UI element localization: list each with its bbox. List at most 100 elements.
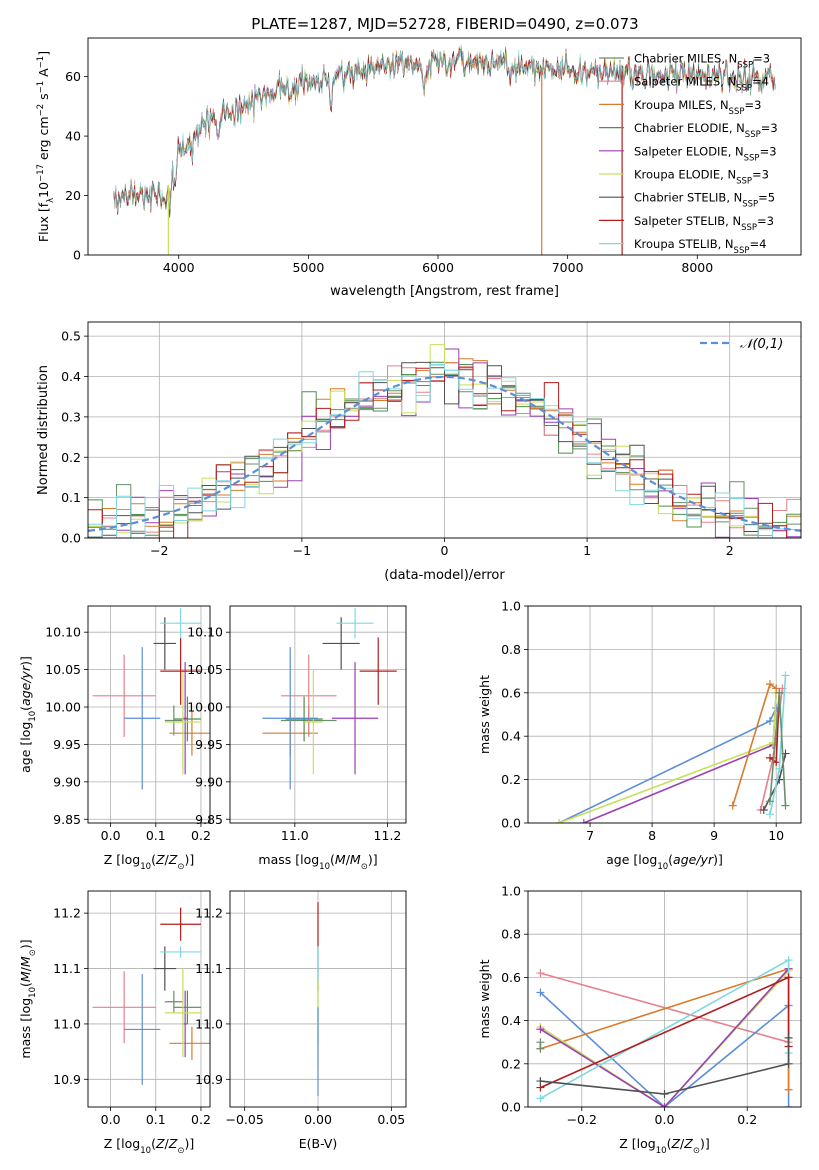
legend-nssp: =4 <box>752 75 769 89</box>
legend-entry: Salpeter ELODIE, NSSP=3 <box>634 144 777 163</box>
axes-frame <box>229 605 407 824</box>
weight-marker <box>579 819 588 823</box>
weight-marker <box>784 1033 793 1042</box>
y-tick-label: 10.05 <box>187 662 223 677</box>
weight-marker <box>784 956 793 965</box>
x-axis-label: Z [log10(Z/Z⊙)] <box>104 1136 194 1156</box>
weight-marker <box>765 680 774 689</box>
label-part: M <box>18 971 33 982</box>
label-part: ( <box>18 706 33 711</box>
xlabel-part: Z [log <box>104 1136 140 1151</box>
legend-name: Chabrier MILES, N <box>634 52 737 66</box>
xlabel-sub: 10 <box>140 1146 151 1156</box>
weight-marker <box>728 801 737 810</box>
legend-name: Kroupa ELODIE, N <box>634 168 736 182</box>
y-tick-label: 9.95 <box>195 737 223 752</box>
y-tick-label: 0.5 <box>61 329 81 344</box>
histogram-step-model-7 <box>88 367 801 538</box>
label-part: / <box>346 852 351 867</box>
weight-marker <box>536 1094 545 1103</box>
label-part: ( <box>18 982 33 987</box>
x-axis-label: mass [log10(M/M⊙)] <box>258 852 377 872</box>
weight-marker <box>765 810 774 819</box>
x-axis-label: (data-model)/error <box>384 568 505 583</box>
axes-frame <box>87 890 211 1108</box>
y-tick-label: 10.00 <box>187 700 223 715</box>
figure-title: PLATE=1287, MJD=52728, FIBERID=0490, z=0… <box>251 15 638 33</box>
legend-nssp: =3 <box>760 144 777 158</box>
plot-area <box>536 956 793 1107</box>
y-tick-label: 0.4 <box>501 1013 521 1028</box>
label-sub: ⊙ <box>28 949 38 956</box>
x-axis-label: E(B-V) <box>299 1136 338 1151</box>
label-sub: 10 <box>657 862 668 872</box>
y-tick-label: 0.6 <box>501 685 521 700</box>
weight-marker <box>781 671 790 680</box>
normal-distribution-curve <box>88 375 801 532</box>
axes-frame <box>527 890 802 1108</box>
histogram-step-model-5 <box>88 344 801 538</box>
y-tick-label: 0.2 <box>61 450 81 465</box>
weight-marker <box>536 1044 545 1053</box>
weight-line-series-0 <box>558 707 777 823</box>
xlabel-part: Z <box>168 852 178 867</box>
weight-vs-metallicity-panel: −0.2 0.0 0.20.00.20.40.60.81.0Z [log10(Z/Z… <box>477 884 802 1156</box>
x-tick-label: 0.1 <box>146 1112 166 1127</box>
legend-sub: SSP <box>737 61 753 71</box>
legend-entry: 𝒩(0,1) <box>740 337 783 352</box>
ylabel-sup: −2 <box>36 104 46 117</box>
xlabel-part: Z [log <box>104 852 140 867</box>
label-part: age [log <box>18 722 33 773</box>
label-part: )] <box>713 852 723 867</box>
x-tick-label: 5000 <box>292 260 324 275</box>
label-sub: 10 <box>28 987 38 998</box>
plot-area <box>555 671 790 823</box>
label-part: mass [log <box>258 852 319 867</box>
histogram-step-model-8 <box>88 364 801 538</box>
legend-name: Chabrier ELODIE, N <box>634 121 745 135</box>
label-part: age/yr <box>18 665 33 706</box>
xlabel-sub: ⊙ <box>693 1146 700 1156</box>
legend-nssp: =3 <box>761 121 778 135</box>
y-tick-label: 10.10 <box>187 625 223 640</box>
y-tick-label: 11.2 <box>195 906 223 921</box>
weight-marker <box>765 753 774 762</box>
legend-entry: Kroupa ELODIE, NSSP=3 <box>634 168 769 187</box>
legend-nssp: =5 <box>758 191 775 205</box>
y-tick-label: 0.8 <box>501 927 521 942</box>
label-part: mass [log <box>18 998 33 1059</box>
x-tick-label: 1 <box>583 543 591 558</box>
y-tick-label: 60 <box>65 69 81 84</box>
x-tick-label: 0.05 <box>377 1112 405 1127</box>
legend-entry: Kroupa STELIB, NSSP=4 <box>634 237 766 256</box>
x-axis-label: age [log10(age/yr)] <box>606 852 723 872</box>
x-tick-label: 0.1 <box>146 828 166 843</box>
y-tick-label: 0.4 <box>61 369 81 384</box>
legend-name: Salpeter ELODIE, N <box>634 144 744 158</box>
xlabel-sub: 10 <box>656 1146 667 1156</box>
label-part: M <box>335 852 346 867</box>
weight-marker <box>784 1085 793 1094</box>
legend-sub: SSP <box>736 177 752 187</box>
x-tick-label: −2 <box>150 543 168 558</box>
x-tick-label: 7 <box>586 828 594 843</box>
y-tick-label: 10.00 <box>45 700 81 715</box>
y-tick-label: 0.4 <box>501 729 521 744</box>
x-tick-label: 0.0 <box>101 828 121 843</box>
xlabel-part: Z <box>155 852 165 867</box>
y-tick-label: 40 <box>65 129 81 144</box>
xlabel-part: )] <box>184 1136 194 1151</box>
weight-marker <box>555 819 564 823</box>
legend-sub: SSP <box>736 84 752 94</box>
y-axis-label: age [log10(age/yr)] <box>18 656 38 773</box>
label-part: M <box>18 956 33 967</box>
weight-marker <box>660 1103 669 1107</box>
x-axis-label: Z [log10(Z/Z⊙)] <box>104 852 194 872</box>
y-tick-label: 10.9 <box>195 1072 223 1087</box>
y-axis-label: Flux [fλ10−17 erg cm−2 s−1 A−1] <box>36 51 56 242</box>
x-tick-label: 4000 <box>163 260 195 275</box>
label-sub: 10 <box>319 862 330 872</box>
y-tick-label: 0.2 <box>501 772 521 787</box>
ylabel-part: s <box>36 93 51 104</box>
